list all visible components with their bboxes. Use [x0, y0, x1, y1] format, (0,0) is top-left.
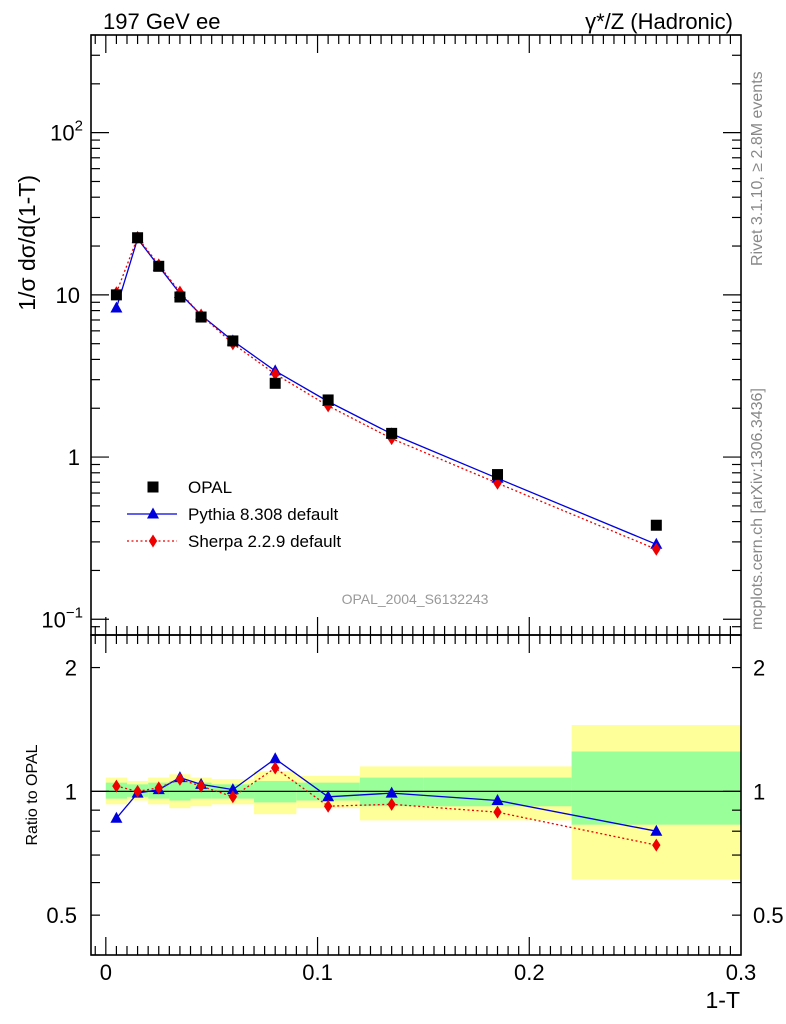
ratio-series-0-point-5 [226, 783, 239, 795]
main-series-2-point-10 [652, 542, 661, 556]
main-series-0-point-2 [153, 260, 165, 272]
main-y-tick-label-2: 10 [56, 283, 80, 308]
main-series-0-point-9 [492, 469, 504, 481]
ratio-series-0-point-10 [650, 824, 663, 836]
x-tick-label-0: 0 [100, 960, 112, 985]
main-series-1-point-0 [110, 301, 123, 313]
main-series-2-point-6 [271, 367, 280, 381]
main-series-0-point-3 [174, 291, 186, 303]
ratio-band-inner-3 [169, 780, 191, 801]
mcplots-label: mcplots.cern.ch [arXiv:1306.3436] [749, 388, 766, 630]
main-series-0-point-1 [132, 232, 144, 244]
main-series-0-point-5 [227, 335, 239, 347]
ratio-series-1-point-10 [652, 838, 661, 852]
main-series-0-point-8 [386, 427, 398, 439]
ratio-uncertainty-bands [91, 724, 741, 880]
ratio-series-1-point-5 [228, 790, 238, 804]
x-tick-label-3: 0.3 [726, 960, 757, 985]
ratio-series-1-point-8 [387, 797, 396, 811]
ratio-series-1-point-3 [175, 772, 185, 786]
analysis-watermark: OPAL_2004_S6132243 [342, 591, 489, 607]
legend-label-2: Sherpa 2.2.9 default [188, 532, 341, 551]
main-y-tick-label-0: 10−1 [41, 604, 83, 632]
chart-title-left: 197 GeV ee [103, 9, 220, 34]
ratio-series-1-point-2 [154, 781, 163, 795]
ratio-frame [90, 634, 742, 956]
main-y-axis-label: 1/σ dσ/d(1-T) [14, 175, 40, 311]
ratio-series-1-point-9 [493, 805, 502, 819]
main-series-layer [110, 230, 663, 556]
ratio-y-tick-label-right-2: 2 [753, 656, 765, 681]
ratio-series-0-point-9 [491, 794, 504, 806]
main-y-tick-label-3: 102 [50, 118, 83, 146]
ratio-y-axis-label: Ratio to OPAL [24, 744, 41, 845]
ratio-series-0-point-8 [385, 786, 398, 798]
ratio-y-tick-label-right-0: 0.5 [753, 903, 784, 928]
main-y-tick-label-1: 1 [68, 445, 80, 470]
legend-marker-0 [147, 481, 159, 493]
chart-title-right: γ*/Z (Hadronic) [585, 9, 733, 34]
x-tick-label-2: 0.2 [514, 960, 545, 985]
ratio-series-layer [110, 752, 663, 852]
rivet-version-label: Rivet 3.1.10, ≥ 2.8M events [749, 71, 766, 266]
legend-marker-1 [147, 507, 159, 519]
ratio-series-0-point-6 [269, 752, 282, 764]
main-series-1-line [115, 237, 657, 545]
ratio-band-inner-10 [571, 751, 741, 825]
main-series-0-point-7 [322, 394, 334, 406]
ratio-series-0-point-0 [110, 811, 123, 823]
ratio-series-1-point-1 [133, 784, 142, 798]
x-axis-label: 1-T [706, 987, 741, 1013]
ratio-y-tick-label-left-1: 1 [65, 779, 77, 804]
legend-marker-2 [148, 534, 158, 548]
main-series-2-line [115, 236, 657, 550]
ratio-series-1-point-4 [196, 779, 206, 793]
main-series-0-point-10 [650, 519, 662, 531]
x-tick-label-1: 0.1 [302, 960, 333, 985]
main-series-0-point-0 [110, 289, 122, 301]
ratio-y-tick-label-left-0: 0.5 [46, 903, 77, 928]
ratio-series-1-point-0 [112, 779, 121, 793]
legend-label-0: OPAL [188, 478, 232, 497]
main-axes: 10−1 1 10 102 [41, 34, 742, 636]
legend: OPAL Pythia 8.308 default Sherpa 2.2.9 def… [127, 478, 341, 551]
ratio-series-1-point-7 [323, 799, 333, 813]
ratio-y-tick-label-right-1: 1 [753, 779, 765, 804]
main-series-0-point-4 [195, 311, 207, 323]
ratio-axes: 0.5 0.5 1 1 2 2 0 0.1 0.2 0.3 [46, 634, 784, 985]
ratio-y-tick-label-left-2: 2 [65, 656, 77, 681]
main-series-0-point-6 [269, 377, 281, 389]
ratio-series-1-point-6 [271, 761, 280, 775]
legend-label-1: Pythia 8.308 default [188, 505, 339, 524]
ratio-series-0-point-7 [322, 790, 335, 802]
